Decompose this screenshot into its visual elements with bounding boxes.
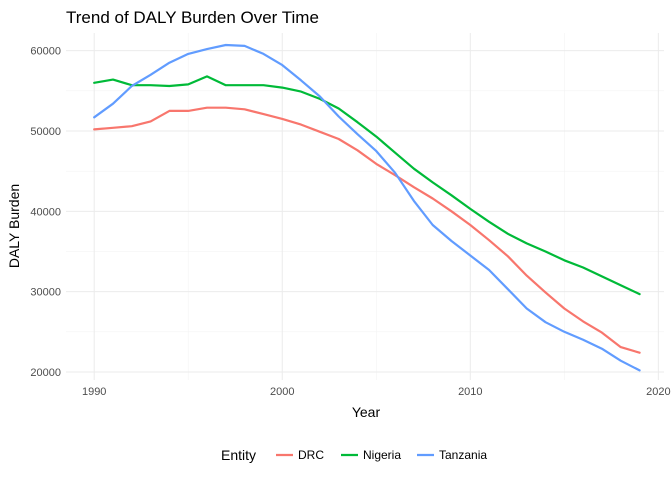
- x-tick-label: 2020: [646, 386, 670, 398]
- y-axis-title: DALY Burden: [6, 184, 22, 268]
- grid: [66, 33, 664, 380]
- y-tick-label: 40000: [30, 206, 61, 218]
- y-tick-label: 20000: [30, 367, 61, 379]
- legend: Entity DRC Nigeria Tanzania: [221, 447, 487, 463]
- legend-label-nigeria: Nigeria: [363, 448, 401, 462]
- y-tick-label: 60000: [30, 46, 61, 58]
- series-line-tanzania: [93, 43, 641, 372]
- legend-title: Entity: [221, 447, 256, 463]
- series-line-drc: [93, 106, 641, 354]
- legend-label-tanzania: Tanzania: [439, 448, 487, 462]
- x-axis-title: Year: [352, 404, 381, 420]
- x-tick-label: 1990: [82, 386, 106, 398]
- series-lines: [93, 43, 641, 372]
- series-line-nigeria: [93, 75, 641, 296]
- x-axis-ticks: 1990 2000 2010 2020: [82, 386, 671, 398]
- x-tick-label: 2010: [458, 386, 482, 398]
- y-tick-label: 30000: [30, 287, 61, 299]
- chart-title: Trend of DALY Burden Over Time: [66, 8, 319, 27]
- y-tick-label: 50000: [30, 126, 61, 138]
- x-tick-label: 2000: [270, 386, 294, 398]
- legend-label-drc: DRC: [298, 448, 324, 462]
- y-axis-ticks: 20000 30000 40000 50000 60000: [30, 46, 61, 379]
